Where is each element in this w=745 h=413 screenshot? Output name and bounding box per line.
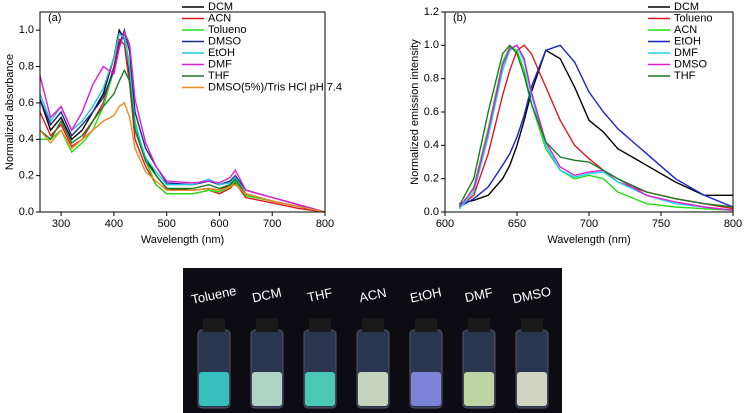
legend-label: ACN <box>208 12 231 24</box>
y-tick-label: 0.4 <box>19 133 34 145</box>
x-axis-label: Wavelength (nm) <box>141 234 224 246</box>
legend-label: EtOH <box>674 35 701 47</box>
x-tick-label: 600 <box>210 218 228 230</box>
y-tick-label: 0.6 <box>424 106 439 118</box>
series-line <box>459 44 734 208</box>
y-tick-label: 1.0 <box>424 39 439 51</box>
vial-liquid <box>305 372 335 406</box>
y-tick-label: 0.2 <box>19 170 34 182</box>
legend-label: THF <box>674 70 696 82</box>
y-tick-label: 1.2 <box>424 6 439 18</box>
vial-cap <box>256 318 278 332</box>
y-tick-label: 0.4 <box>424 139 439 151</box>
vial-liquid <box>411 372 441 406</box>
y-tick-label: 0.8 <box>424 73 439 85</box>
legend-label: DCM <box>674 1 699 13</box>
legend-label: DMSO(5%)/Tris HCl pH 7.4 <box>208 81 342 93</box>
y-tick-label: 0.0 <box>19 206 34 218</box>
x-tick-label: 400 <box>105 218 123 230</box>
x-tick-label: 800 <box>316 218 334 230</box>
vial-label: DCM <box>251 285 283 306</box>
series-line <box>39 29 326 213</box>
series-line <box>39 32 326 213</box>
x-tick-label: 700 <box>263 218 281 230</box>
y-tick-label: 1.0 <box>19 24 34 36</box>
series-line <box>459 49 733 205</box>
vial-cap <box>468 318 490 332</box>
panel-label: (a) <box>48 12 61 24</box>
vial-liquid <box>517 372 547 406</box>
series-line <box>39 68 326 213</box>
series-line <box>39 27 326 213</box>
series-line <box>39 101 326 213</box>
vial-cap <box>521 318 543 332</box>
vial-label: DMF <box>463 285 494 306</box>
vial-liquid <box>199 372 229 406</box>
x-tick-label: 700 <box>580 218 598 230</box>
x-tick-label: 300 <box>52 218 70 230</box>
vial-cap <box>415 318 437 332</box>
vial-label: ACN <box>358 285 388 305</box>
series-line <box>458 44 734 208</box>
legend-label: DMSO <box>674 58 707 70</box>
legend-label: DMF <box>674 47 698 59</box>
vial-liquid <box>252 372 282 406</box>
series-line <box>458 44 734 211</box>
plot-frame <box>39 11 326 213</box>
legend-label: DMF <box>208 58 232 70</box>
legend-label: DMSO <box>208 35 241 47</box>
panel-label: (b) <box>453 12 466 24</box>
x-axis-label: Wavelength (nm) <box>547 234 630 246</box>
vial-cap <box>362 318 384 332</box>
legend-label: EtOH <box>208 47 235 59</box>
legend-label: DCM <box>208 1 233 13</box>
y-axis-label: Normalized emission intensity <box>409 39 421 185</box>
y-tick-label: 0.8 <box>19 60 34 72</box>
vial-liquid <box>358 372 388 406</box>
vial-cap <box>203 318 225 332</box>
x-tick-label: 800 <box>724 218 742 230</box>
x-tick-label: 750 <box>652 218 670 230</box>
y-tick-label: 0.6 <box>19 97 34 109</box>
legend-label: THF <box>208 70 230 82</box>
legend-label: ACN <box>674 24 697 36</box>
vial-label: EtOH <box>409 284 443 305</box>
legend-label: Tolueno <box>674 12 713 24</box>
y-tick-label: 0.0 <box>424 206 439 218</box>
x-tick-label: 600 <box>436 218 454 230</box>
y-axis-label: Normalized absorbance <box>4 54 16 170</box>
vial-cap <box>309 318 331 332</box>
x-tick-label: 650 <box>508 218 526 230</box>
x-tick-label: 500 <box>157 218 175 230</box>
vial-liquid <box>464 372 494 406</box>
y-tick-label: 0.2 <box>424 173 439 185</box>
legend-label: Tolueno <box>208 24 247 36</box>
vial-label: THF <box>306 285 334 305</box>
